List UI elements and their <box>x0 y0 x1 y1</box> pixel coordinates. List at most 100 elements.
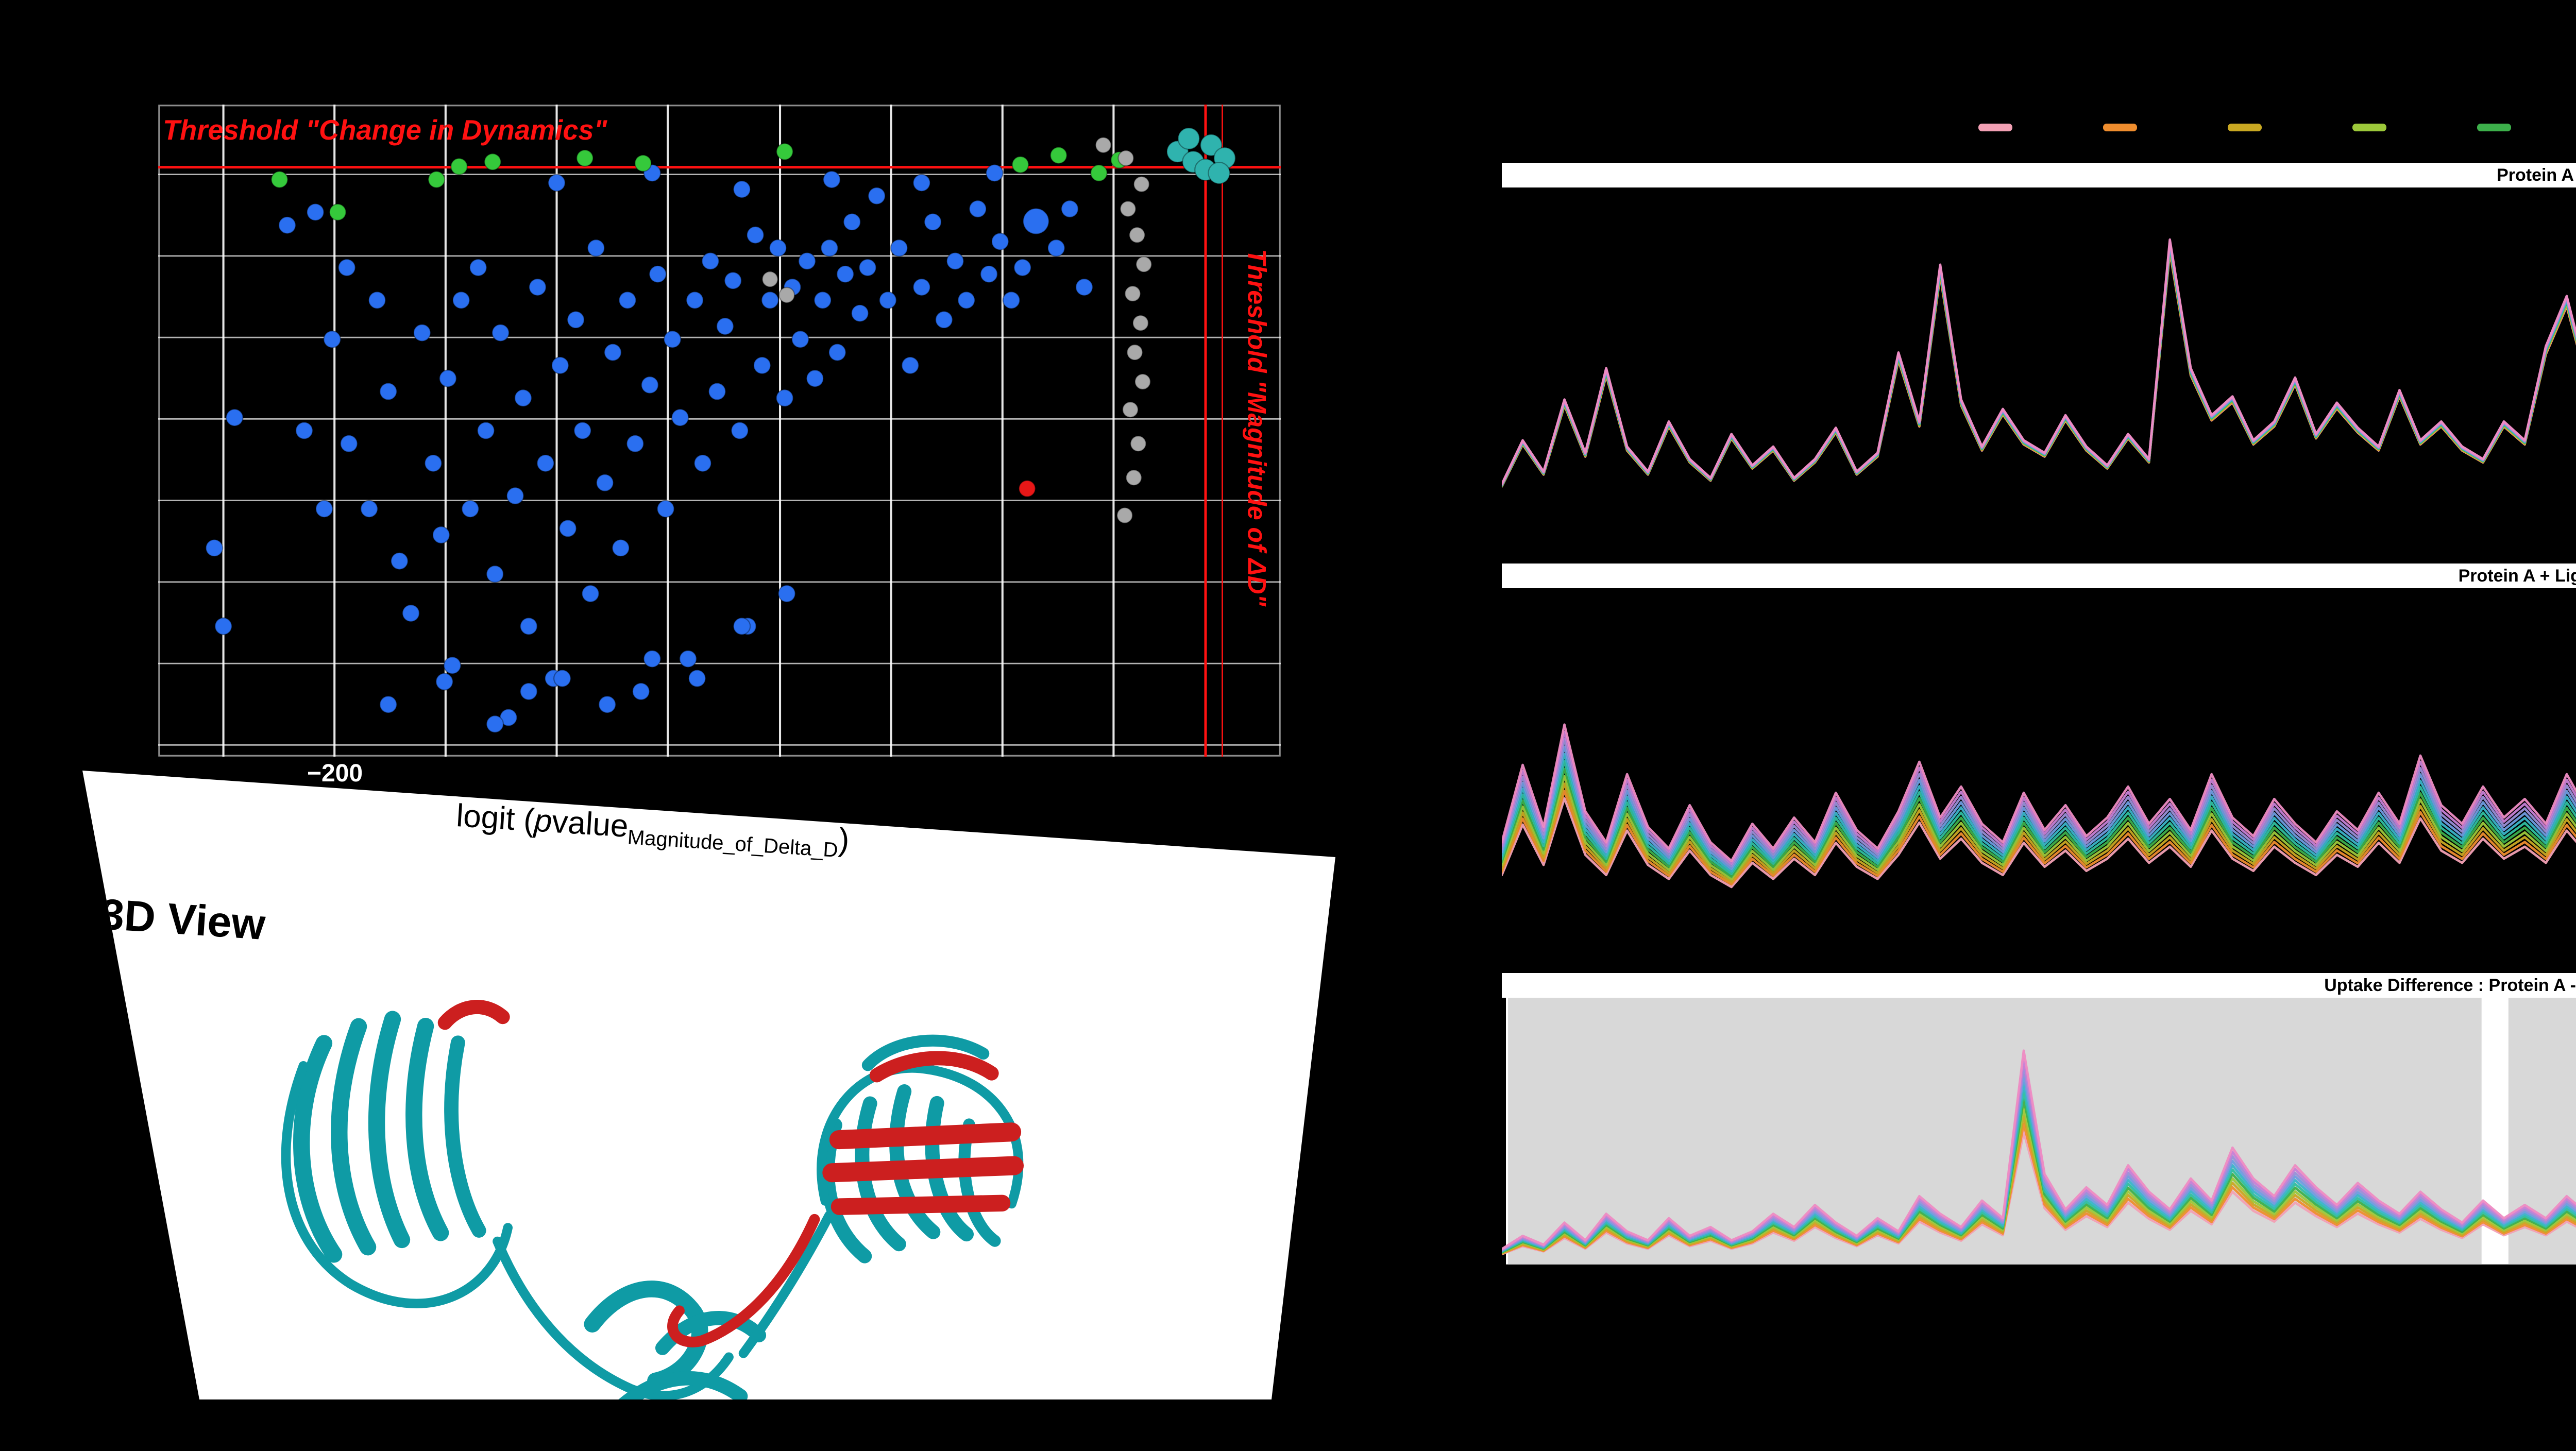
scatter-point-blue[interactable] <box>506 487 524 505</box>
scatter-point-blue[interactable] <box>843 213 861 231</box>
scatter-point-green[interactable] <box>776 143 794 161</box>
scatter-point-blue[interactable] <box>604 343 622 362</box>
scatter-point-blue[interactable] <box>519 617 538 636</box>
scatter-point-blue[interactable] <box>360 500 378 518</box>
legend-dash-1[interactable] <box>1978 124 2012 131</box>
scatter-point-blue[interactable] <box>492 323 510 342</box>
scatter-point-blue[interactable] <box>536 454 555 472</box>
scatter-point-gray[interactable] <box>1136 256 1153 273</box>
scatter-point-gray[interactable] <box>1126 344 1143 361</box>
scatter-point-blue[interactable] <box>912 174 931 192</box>
scatter-point-blue[interactable] <box>402 604 420 622</box>
scatter-point-blue[interactable] <box>548 174 566 192</box>
scatter-point-blue[interactable] <box>596 473 614 492</box>
scatter-point-blue[interactable] <box>438 369 457 388</box>
scatter-point-green[interactable] <box>450 158 468 176</box>
scatter-point-blue[interactable] <box>746 226 765 244</box>
scatter-point-gray[interactable] <box>1117 149 1134 167</box>
scatter-point-blue[interactable] <box>649 265 667 283</box>
scatter-point-blue[interactable] <box>806 369 824 388</box>
uptake-chart-protein-a[interactable] <box>1502 200 2576 555</box>
scatter-point-blue[interactable] <box>315 500 333 518</box>
scatter-point-blue[interactable] <box>1002 291 1021 310</box>
scatter-point-blue[interactable] <box>379 695 398 714</box>
scatter-point-blue[interactable] <box>924 213 942 231</box>
scatter-point-blue[interactable] <box>769 239 787 257</box>
scatter-point-gray[interactable] <box>1122 401 1139 418</box>
scatter-point-blue[interactable] <box>671 408 689 427</box>
scatter-point-blue[interactable] <box>205 539 224 557</box>
scatter-point-blue[interactable] <box>225 408 244 427</box>
scatter-point-blue[interactable] <box>991 232 1009 251</box>
scatter-point-blue[interactable] <box>432 526 450 544</box>
scatter-point-blue[interactable] <box>598 695 617 714</box>
scatter-point-blue[interactable] <box>716 317 734 335</box>
volcano-chart[interactable]: Threshold "Change in Dynamics" Threshold… <box>158 105 1281 757</box>
scatter-point-blue[interactable] <box>337 259 356 277</box>
scatter-point-blue[interactable] <box>612 539 630 557</box>
scatter-point-blue[interactable] <box>980 265 998 283</box>
legend-dash-4[interactable] <box>2352 124 2386 131</box>
scatter-point-teal[interactable] <box>1177 127 1200 150</box>
scatter-point-blue[interactable] <box>486 715 504 733</box>
protein-ribbon-viewer[interactable] <box>202 942 1096 1451</box>
scatter-point-blue[interactable] <box>558 519 577 538</box>
scatter-point-blue[interactable] <box>1013 259 1032 277</box>
scatter-point-gray[interactable] <box>1133 176 1150 193</box>
scatter-point-blue[interactable] <box>306 203 325 221</box>
scatter-point-blue[interactable] <box>519 682 538 701</box>
scatter-point-blue[interactable] <box>969 200 987 218</box>
scatter-point-green[interactable] <box>1090 164 1108 182</box>
scatter-point-green[interactable] <box>634 154 652 172</box>
scatter-point-blue[interactable] <box>587 239 605 257</box>
scatter-point-blue[interactable] <box>618 291 637 310</box>
scatter-point-blue[interactable] <box>828 343 846 362</box>
scatter-point-blue[interactable] <box>701 252 720 270</box>
scatter-point-blue[interactable] <box>340 434 358 453</box>
scatter-point-blue[interactable] <box>985 164 1004 182</box>
scatter-point-gray[interactable] <box>1132 315 1149 332</box>
scatter-point-blue[interactable] <box>957 291 976 310</box>
scatter-point-blue[interactable] <box>643 650 662 668</box>
scatter-point-blue[interactable] <box>656 500 675 518</box>
scatter-point-gray[interactable] <box>1116 507 1133 524</box>
scatter-point-blue[interactable] <box>553 669 571 688</box>
scatter-point-blue[interactable] <box>1061 200 1079 218</box>
scatter-point-gray[interactable] <box>778 286 795 303</box>
scatter-point-blue[interactable] <box>413 323 431 342</box>
scatter-point-blue[interactable] <box>214 617 232 636</box>
scatter-point-blue[interactable] <box>323 330 342 349</box>
scatter-point-blue[interactable] <box>1022 208 1049 235</box>
scatter-point-green[interactable] <box>1049 146 1067 164</box>
scatter-point-blue[interactable] <box>551 356 569 374</box>
scatter-point-blue[interactable] <box>626 434 645 453</box>
uptake-chart-protein-a-ligand[interactable] <box>1502 596 2576 948</box>
scatter-point-blue[interactable] <box>469 259 487 277</box>
scatter-point-blue[interactable] <box>295 421 313 440</box>
scatter-point-blue[interactable] <box>640 375 659 394</box>
scatter-point-blue[interactable] <box>573 421 592 440</box>
scatter-point-green[interactable] <box>1011 156 1029 174</box>
scatter-point-blue[interactable] <box>663 330 682 349</box>
scatter-point-gray[interactable] <box>1130 435 1147 452</box>
legend-dash-5[interactable] <box>2477 124 2511 131</box>
scatter-point-blue[interactable] <box>688 669 706 688</box>
scatter-point-blue[interactable] <box>486 565 504 583</box>
scatter-point-green[interactable] <box>329 203 347 221</box>
scatter-point-blue[interactable] <box>946 252 964 270</box>
scatter-point-blue[interactable] <box>814 291 832 310</box>
scatter-point-blue[interactable] <box>708 382 726 401</box>
scatter-point-blue[interactable] <box>798 252 816 270</box>
scatter-point-blue[interactable] <box>443 656 462 675</box>
scatter-point-blue[interactable] <box>901 356 920 374</box>
scatter-point-red[interactable] <box>1018 480 1036 498</box>
scatter-point-green[interactable] <box>576 149 594 167</box>
scatter-point-blue[interactable] <box>1075 278 1093 296</box>
scatter-point-gray[interactable] <box>1134 373 1151 390</box>
uptake-difference-chart[interactable] <box>1502 998 2576 1271</box>
scatter-point-teal[interactable] <box>1199 133 1223 157</box>
scatter-point-blue[interactable] <box>761 291 779 310</box>
scatter-point-blue[interactable] <box>368 291 386 310</box>
scatter-point-gray[interactable] <box>1124 285 1141 302</box>
scatter-point-blue[interactable] <box>424 454 443 472</box>
